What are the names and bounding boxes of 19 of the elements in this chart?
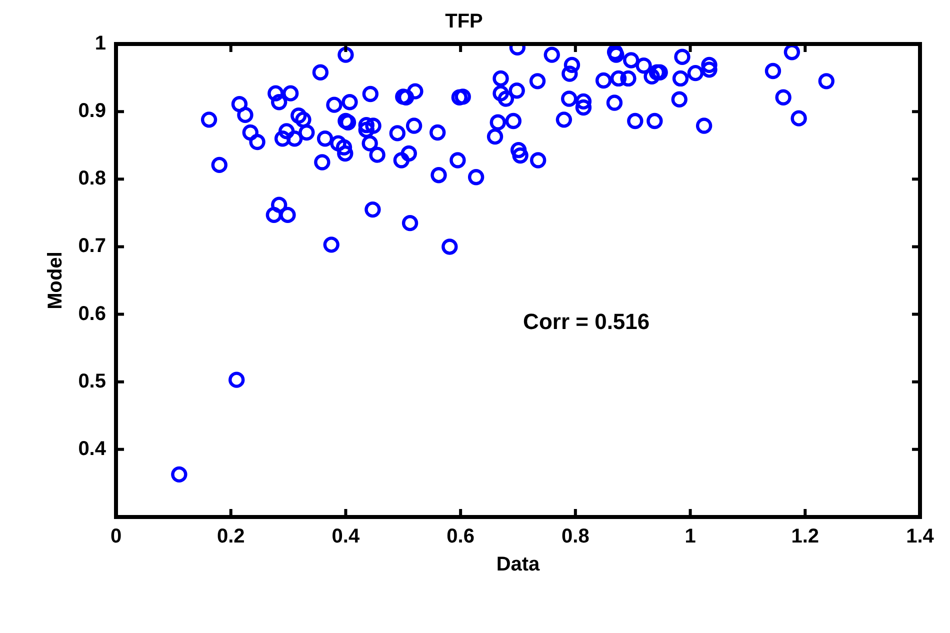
x-tick-label: 0	[110, 526, 122, 548]
x-tick-label: 0.2	[216, 526, 245, 548]
y-tick-label: 0.6	[78, 302, 106, 325]
x-tick-label: 1.4	[906, 526, 935, 548]
chart-title: TFP	[445, 10, 483, 33]
y-tick-label: 1	[94, 32, 106, 55]
y-tick-label: 0.5	[78, 370, 106, 392]
y-tick-label: 0.8	[78, 168, 106, 190]
x-tick-label: 1.2	[791, 526, 820, 548]
y-axis-title: Model	[44, 252, 67, 310]
y-tick-label: 0.9	[78, 100, 106, 122]
annotation: Corr = 0.516	[523, 309, 650, 334]
x-tick-label: 0.6	[446, 526, 474, 548]
x-axis-title: Data	[496, 554, 541, 576]
x-tick-label: 0.4	[332, 526, 360, 548]
y-tick-label: 0.7	[78, 235, 106, 258]
x-tick-label: 1	[684, 526, 696, 548]
y-tick-label: 0.4	[78, 438, 107, 460]
x-tick-label: 0.8	[562, 526, 590, 548]
